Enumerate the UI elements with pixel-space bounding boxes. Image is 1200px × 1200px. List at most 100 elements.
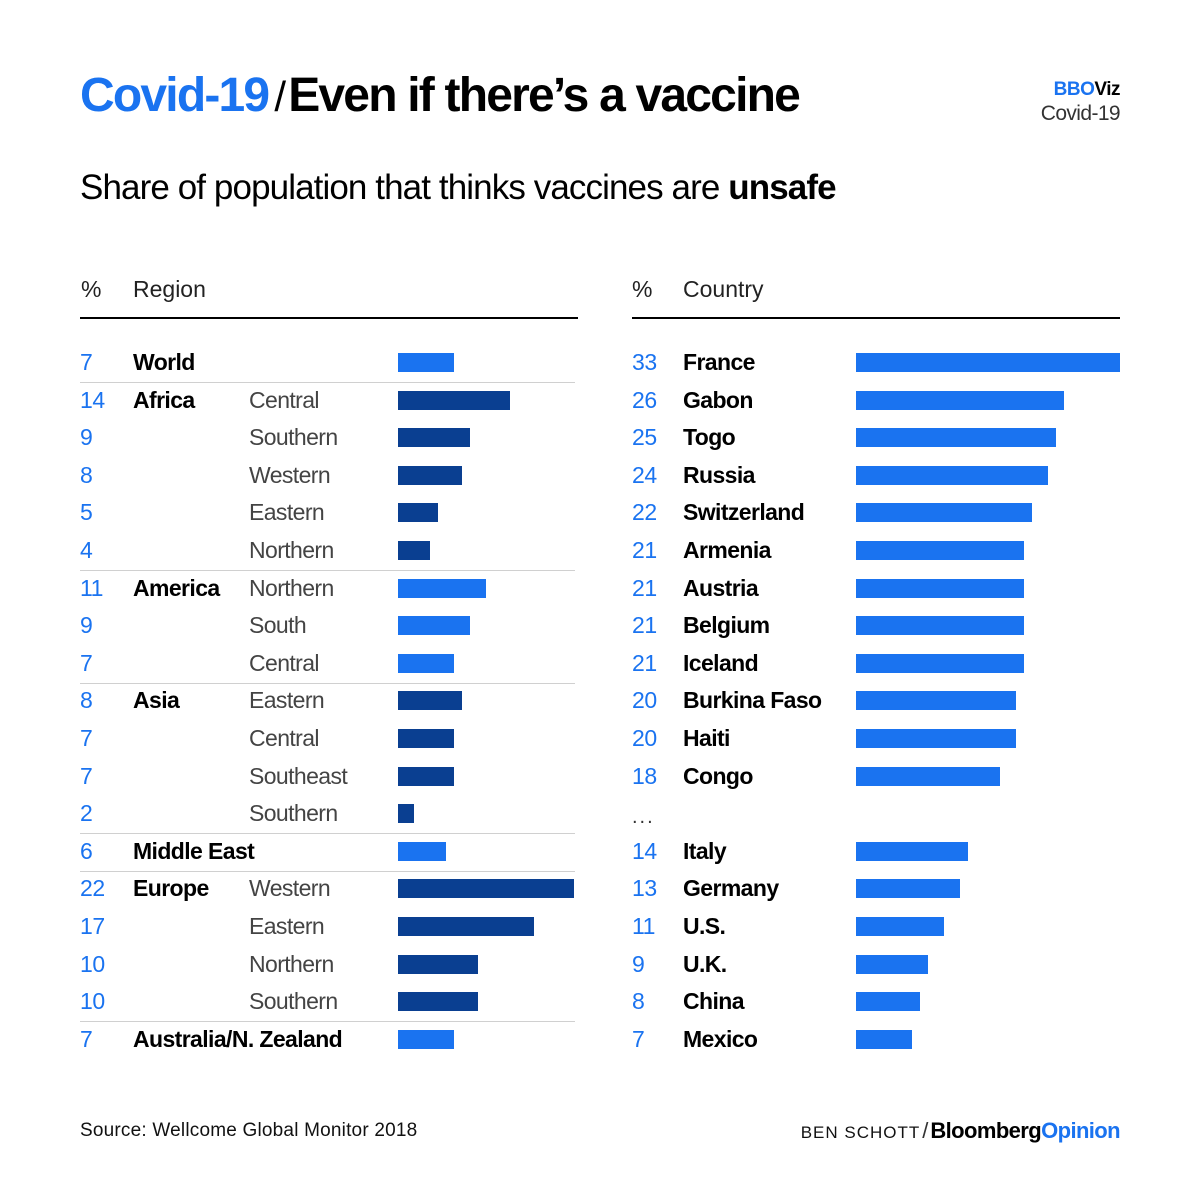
- region-value: 7: [80, 762, 93, 789]
- country-row: 20 Burkina Faso: [632, 683, 1122, 719]
- subregion-label: Southeast: [249, 762, 348, 789]
- country-value: 11: [632, 913, 656, 939]
- region-value: 22: [80, 875, 105, 902]
- region-bar: [398, 917, 534, 936]
- region-bar: [398, 841, 446, 861]
- country-value: 9: [632, 950, 645, 977]
- region-row: 4 Northern: [80, 533, 580, 569]
- subregion-label: Northern: [249, 574, 334, 601]
- region-label: Middle East: [133, 837, 255, 864]
- subregion-label: Eastern: [249, 913, 325, 939]
- country-value: 22: [632, 499, 657, 526]
- brand-suffix: Viz: [1094, 79, 1120, 100]
- region-bar: [398, 879, 574, 899]
- country-value: 33: [632, 349, 657, 375]
- region-row: 10 Southern: [80, 984, 580, 1020]
- region-bar: [398, 353, 454, 372]
- region-bar: [398, 390, 510, 410]
- region-bar: [398, 616, 470, 636]
- region-label: Australia/N. Zealand: [133, 1025, 343, 1052]
- region-group-divider: [80, 570, 575, 572]
- country-value: 18: [632, 762, 657, 789]
- subtitle-emphasis: unsafe: [728, 168, 836, 207]
- brand-subtitle: Covid-19: [1040, 102, 1121, 125]
- country-row: 22 Switzerland: [632, 495, 1122, 531]
- title-topic: Covid-19: [80, 69, 270, 122]
- region-bar: [398, 954, 478, 974]
- country-bar: [856, 616, 1024, 636]
- country-row: 14 Italy: [632, 834, 1122, 870]
- region-value: 4: [80, 537, 93, 563]
- author-name: BEN SCHOTT: [800, 1123, 921, 1142]
- region-value: 7: [80, 1025, 93, 1052]
- region-value: 5: [80, 499, 93, 526]
- region-header-rule: [80, 317, 578, 319]
- country-bar: [856, 841, 968, 861]
- country-row: 21 Iceland: [632, 646, 1122, 682]
- region-bar: [398, 428, 470, 448]
- region-group-divider: [80, 682, 575, 684]
- region-value: 14: [80, 386, 105, 413]
- country-label: Austria: [683, 574, 759, 601]
- country-label: Gabon: [683, 386, 753, 413]
- region-group-divider: [80, 1021, 575, 1023]
- country-row: 20 Haiti: [632, 721, 1122, 757]
- region-bar: [398, 465, 462, 485]
- region-row: 7 Southeast: [80, 759, 580, 795]
- region-row: 2 Southern: [80, 796, 580, 832]
- region-value: 9: [80, 424, 93, 451]
- country-bar: [856, 353, 1120, 372]
- country-bar: [856, 954, 928, 974]
- country-label: Belgium: [683, 612, 770, 639]
- country-bar: [856, 992, 920, 1012]
- region-row: 5 Eastern: [80, 495, 580, 531]
- region-value: 10: [80, 988, 105, 1015]
- region-row: 8 Asia Eastern: [80, 683, 580, 719]
- region-value: 10: [80, 950, 105, 977]
- region-column-header: Region: [133, 276, 206, 302]
- subregion-label: Southern: [249, 424, 338, 451]
- country-label: Burkina Faso: [683, 687, 822, 714]
- country-row: 25 Togo: [632, 420, 1122, 456]
- region-value: 2: [80, 800, 93, 827]
- region-row: 11 America Northern: [80, 571, 580, 607]
- region-row: 14 Africa Central: [80, 383, 580, 419]
- country-row: 26 Gabon: [632, 383, 1122, 419]
- country-column-header: Country: [683, 276, 764, 302]
- country-bar: [856, 691, 1016, 711]
- title-separator: /: [274, 73, 286, 120]
- region-value: 8: [80, 461, 93, 488]
- chart-subtitle: Share of population that thinks vaccines…: [80, 168, 837, 208]
- country-value: 13: [632, 875, 657, 902]
- subregion-label: Northern: [249, 537, 334, 563]
- country-value: 25: [632, 424, 657, 451]
- country-label: U.S.: [683, 913, 726, 939]
- subregion-label: Southern: [249, 800, 338, 827]
- country-row: 7 Mexico: [632, 1022, 1122, 1058]
- country-label: Italy: [683, 837, 727, 864]
- region-row: 10 Northern: [80, 947, 580, 983]
- country-label: Congo: [683, 762, 753, 789]
- region-row: 7 World: [80, 345, 580, 381]
- country-row: 21 Austria: [632, 571, 1122, 607]
- region-row: 8 Western: [80, 458, 580, 494]
- region-value: 7: [80, 649, 93, 676]
- region-row: 6 Middle East: [80, 834, 580, 870]
- country-row: 9 U.K.: [632, 947, 1122, 983]
- region-row: 7 Australia/N. Zealand: [80, 1022, 580, 1058]
- region-percent-header: %: [81, 276, 102, 302]
- country-row: 21 Belgium: [632, 608, 1122, 644]
- country-row: 11 U.S.: [632, 909, 1122, 945]
- country-label: Iceland: [683, 649, 759, 676]
- subtitle-text: Share of population that thinks vaccines…: [80, 168, 720, 207]
- region-label: Asia: [133, 687, 180, 714]
- source-note: Source: Wellcome Global Monitor 2018: [80, 1120, 418, 1141]
- country-value: 20: [632, 687, 657, 714]
- region-row: 22 Europe Western: [80, 871, 580, 907]
- country-row: 8 China: [632, 984, 1122, 1020]
- subregion-label: Northern: [249, 950, 334, 977]
- region-bar: [398, 541, 430, 560]
- country-value: 21: [632, 574, 657, 601]
- country-bar: [856, 729, 1016, 748]
- region-label: World: [133, 349, 195, 375]
